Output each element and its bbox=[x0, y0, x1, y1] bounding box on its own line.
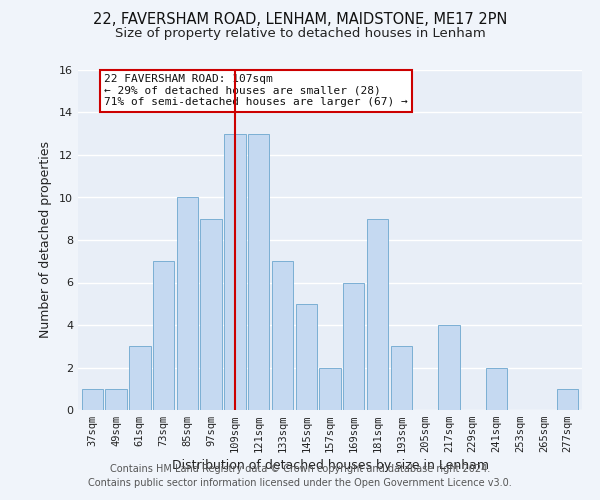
X-axis label: Distribution of detached houses by size in Lenham: Distribution of detached houses by size … bbox=[172, 460, 488, 472]
Text: 22, FAVERSHAM ROAD, LENHAM, MAIDSTONE, ME17 2PN: 22, FAVERSHAM ROAD, LENHAM, MAIDSTONE, M… bbox=[93, 12, 507, 28]
Bar bbox=[82, 389, 103, 410]
Bar bbox=[486, 368, 507, 410]
Bar bbox=[272, 261, 293, 410]
Bar bbox=[106, 389, 127, 410]
Bar bbox=[248, 134, 269, 410]
Bar bbox=[153, 261, 174, 410]
Y-axis label: Number of detached properties: Number of detached properties bbox=[39, 142, 52, 338]
Text: 22 FAVERSHAM ROAD: 107sqm
← 29% of detached houses are smaller (28)
71% of semi-: 22 FAVERSHAM ROAD: 107sqm ← 29% of detac… bbox=[104, 74, 408, 108]
Bar bbox=[200, 219, 222, 410]
Bar bbox=[319, 368, 341, 410]
Bar bbox=[367, 219, 388, 410]
Bar bbox=[391, 346, 412, 410]
Bar bbox=[129, 346, 151, 410]
Bar bbox=[343, 282, 364, 410]
Text: Contains HM Land Registry data © Crown copyright and database right 2024.
Contai: Contains HM Land Registry data © Crown c… bbox=[88, 464, 512, 487]
Bar bbox=[176, 198, 198, 410]
Bar bbox=[557, 389, 578, 410]
Text: Size of property relative to detached houses in Lenham: Size of property relative to detached ho… bbox=[115, 28, 485, 40]
Bar bbox=[224, 134, 245, 410]
Bar bbox=[438, 325, 460, 410]
Bar bbox=[296, 304, 317, 410]
